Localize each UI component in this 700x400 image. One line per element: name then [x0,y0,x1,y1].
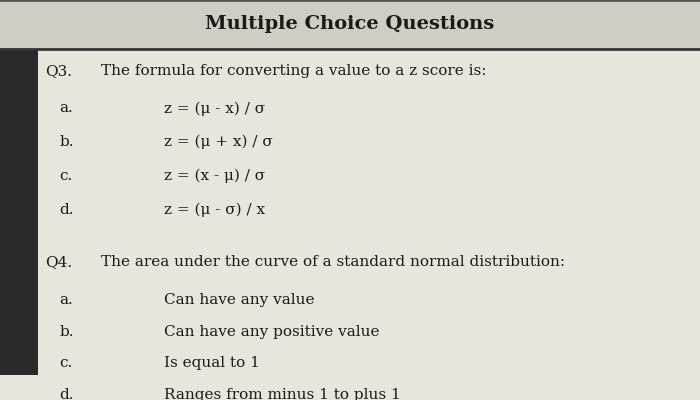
Text: Q4.: Q4. [46,255,73,269]
Text: b.: b. [60,135,74,149]
FancyBboxPatch shape [0,0,700,49]
Text: a.: a. [60,101,74,115]
Text: z = (μ - σ) / x: z = (μ - σ) / x [164,203,265,217]
FancyBboxPatch shape [0,49,38,375]
Text: Can have any value: Can have any value [164,293,315,307]
Text: d.: d. [60,203,74,217]
Text: z = (μ - x) / σ: z = (μ - x) / σ [164,101,265,116]
Text: The formula for converting a value to a z score is:: The formula for converting a value to a … [102,64,487,78]
Text: Is equal to 1: Is equal to 1 [164,356,260,370]
Text: d.: d. [60,388,74,400]
Text: Q3.: Q3. [46,64,73,78]
Text: Multiple Choice Questions: Multiple Choice Questions [205,15,494,33]
Text: Can have any positive value: Can have any positive value [164,324,380,338]
Text: z = (x - μ) / σ: z = (x - μ) / σ [164,169,265,183]
Text: The area under the curve of a standard normal distribution:: The area under the curve of a standard n… [102,255,566,269]
Text: a.: a. [60,293,74,307]
Text: b.: b. [60,324,74,338]
Text: c.: c. [60,169,73,183]
Text: z = (μ + x) / σ: z = (μ + x) / σ [164,135,273,150]
Text: c.: c. [60,356,73,370]
Text: Ranges from minus 1 to plus 1: Ranges from minus 1 to plus 1 [164,388,401,400]
